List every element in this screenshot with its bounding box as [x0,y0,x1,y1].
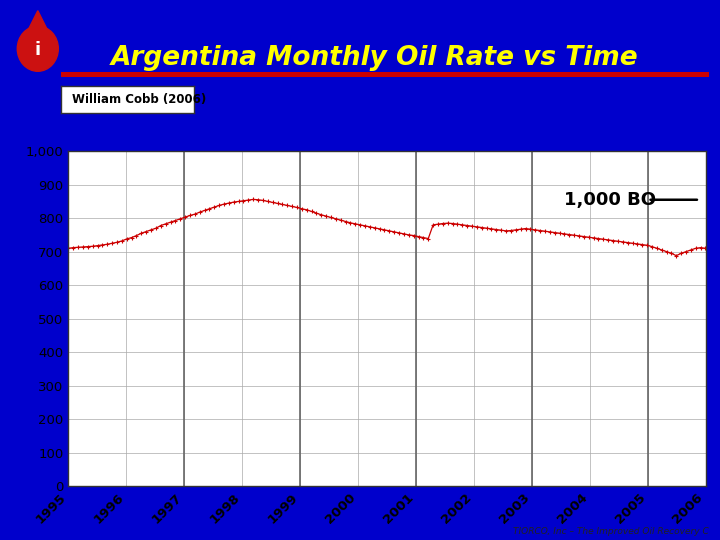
Text: William Cobb (2006): William Cobb (2006) [72,93,206,106]
Circle shape [17,26,58,71]
Text: Argentina Monthly Oil Rate vs Time: Argentina Monthly Oil Rate vs Time [111,45,638,71]
Text: 1,000 BO: 1,000 BO [564,191,656,209]
Text: i: i [35,42,41,59]
Polygon shape [26,11,50,35]
Text: TIORCO, Inc – The Improved Oil Recovery C: TIORCO, Inc – The Improved Oil Recovery … [513,526,709,536]
